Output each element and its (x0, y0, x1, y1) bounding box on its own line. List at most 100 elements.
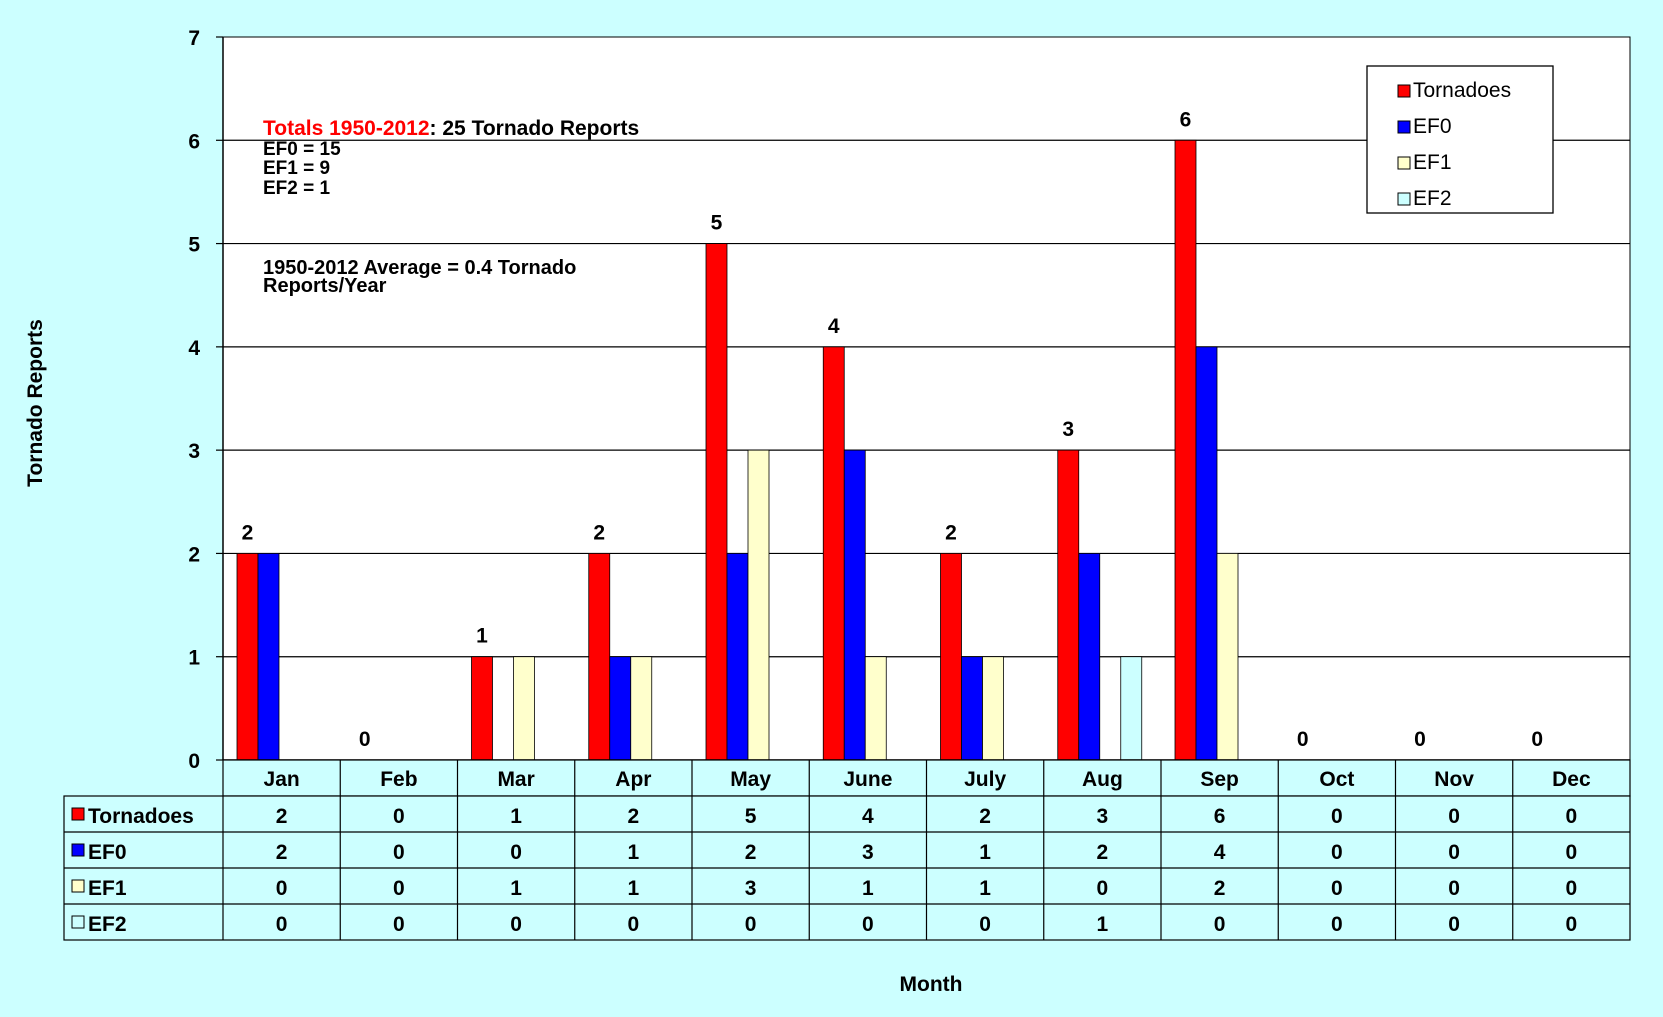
table-cell: 0 (862, 913, 874, 936)
table-cell: 2 (1097, 841, 1109, 864)
bar-ef1-june (865, 657, 886, 760)
table-cell: 2 (979, 805, 991, 828)
data-label: 4 (828, 315, 840, 338)
table-swatch-ef1 (72, 880, 84, 892)
bar-ef1-may (748, 450, 769, 760)
x-axis-title: Month (900, 973, 963, 996)
table-cell: 1 (510, 805, 522, 828)
bar-ef0-july (962, 657, 983, 760)
table-cell: 0 (510, 841, 522, 864)
y-tick-label: 5 (188, 234, 200, 257)
bar-ef1-july (983, 657, 1004, 760)
data-label: 0 (359, 728, 371, 751)
table-row-label: EF0 (88, 841, 127, 864)
bar-tornadoes-aug (1058, 450, 1079, 760)
table-cell: 0 (1331, 841, 1343, 864)
table-cell: 0 (393, 841, 405, 864)
table-cell: 2 (276, 841, 288, 864)
bar-tornadoes-mar (472, 657, 493, 760)
table-cell: 1 (862, 877, 874, 900)
table-cell: 0 (979, 913, 991, 936)
table-cell: 0 (1097, 877, 1109, 900)
legend-swatch-ef1 (1398, 157, 1410, 169)
table-cell: 0 (1566, 805, 1578, 828)
x-tick-label: May (730, 768, 771, 791)
bar-ef1-apr (631, 657, 652, 760)
totals-rest: : 25 Tornado Reports (430, 117, 640, 140)
data-label: 0 (1297, 728, 1309, 751)
table-cell: 0 (393, 877, 405, 900)
bar-tornadoes-apr (589, 553, 610, 760)
table-cell: 1 (510, 877, 522, 900)
table-cell: 2 (745, 841, 757, 864)
ef1-total: EF1 = 9 (263, 158, 330, 179)
data-label: 1 (476, 625, 488, 648)
table-cell: 0 (1448, 913, 1460, 936)
y-tick-label: 2 (188, 543, 200, 566)
table-cell: 0 (276, 877, 288, 900)
y-axis-title: Tornado Reports (24, 319, 47, 487)
y-tick-label: 7 (188, 27, 200, 50)
legend-label-tornadoes: Tornadoes (1413, 79, 1511, 102)
x-tick-label: Mar (497, 768, 534, 791)
legend-label-ef2: EF2 (1413, 187, 1452, 210)
legend-swatch-ef0 (1398, 121, 1410, 133)
data-table: Jan Feb Mar Apr May June July Aug Sep Oct Nov DecTo… (64, 760, 1630, 940)
table-cell: 2 (276, 805, 288, 828)
y-tick-label: 1 (188, 647, 200, 670)
table-cell: 1 (628, 841, 640, 864)
table-cell: 0 (1214, 913, 1226, 936)
table-row-label: EF1 (88, 877, 127, 900)
table-cell: 0 (1566, 877, 1578, 900)
table-cell: 0 (1331, 805, 1343, 828)
bar-ef1-mar (514, 657, 535, 760)
x-tick-label: Apr (615, 768, 651, 791)
y-tick-label: 6 (188, 130, 200, 153)
x-tick-label: Nov (1434, 768, 1474, 791)
ef2-total: EF2 = 1 (263, 178, 330, 199)
bar-tornadoes-sep (1175, 140, 1196, 760)
table-row-label: Tornadoes (88, 805, 194, 828)
table-cell: 3 (862, 841, 874, 864)
x-tick-label: Jan (264, 768, 300, 791)
legend-label-ef1: EF1 (1413, 151, 1452, 174)
table-cell: 0 (1331, 913, 1343, 936)
legend-swatch-tornadoes (1398, 85, 1410, 97)
table-row-label: EF2 (88, 913, 127, 936)
table-cell: 3 (745, 877, 757, 900)
y-tick-label: 0 (188, 750, 200, 773)
bar-ef0-jan (258, 553, 279, 760)
bar-ef0-may (727, 553, 748, 760)
table-cell: 4 (1214, 841, 1226, 864)
bar-tornadoes-may (706, 244, 727, 760)
table-cell: 6 (1214, 805, 1226, 828)
table-cell: 0 (393, 913, 405, 936)
bar-ef2-aug (1121, 657, 1142, 760)
table-cell: 5 (745, 805, 757, 828)
x-tick-label: Dec (1552, 768, 1591, 791)
data-label: 2 (242, 521, 254, 544)
table-cell: 0 (1566, 841, 1578, 864)
totals-annotation: Totals 1950-2012: 25 Tornado Reports (263, 117, 639, 140)
x-tick-label: Aug (1082, 768, 1123, 791)
table-cell: 3 (1097, 805, 1109, 828)
table-cell: 0 (510, 913, 522, 936)
bar-tornadoes-jan (237, 553, 258, 760)
y-tick-label: 4 (188, 337, 200, 360)
table-cell: 2 (1214, 877, 1226, 900)
bar-ef1-sep (1217, 553, 1238, 760)
table-swatch-ef0 (72, 844, 84, 856)
ef0-total: EF0 = 15 (263, 139, 341, 160)
x-tick-label: July (964, 768, 1006, 791)
table-cell: 0 (1448, 805, 1460, 828)
table-swatch-ef2 (72, 916, 84, 928)
legend-swatch-ef2 (1398, 193, 1410, 205)
data-label: 5 (711, 212, 723, 235)
x-tick-label: Sep (1200, 768, 1239, 791)
data-label: 3 (1062, 418, 1074, 441)
bar-ef0-apr (610, 657, 631, 760)
bar-tornadoes-july (941, 553, 962, 760)
bar-ef0-sep (1196, 347, 1217, 760)
table-cell: 0 (1448, 841, 1460, 864)
